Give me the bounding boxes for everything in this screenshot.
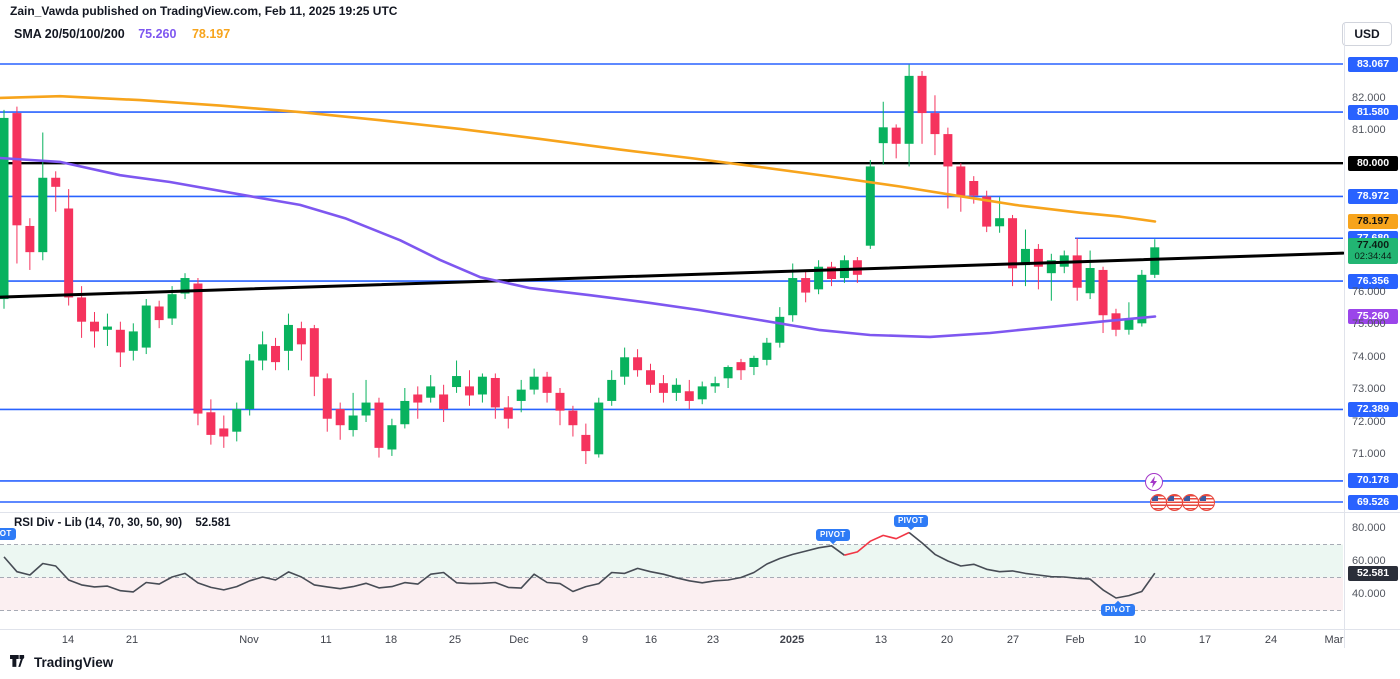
- pivot-marker-label: PIVOT: [1101, 600, 1135, 616]
- price-axis-label: 52.581: [1348, 565, 1398, 581]
- time-axis-label: 13: [874, 634, 888, 646]
- rsi-indicator-title: RSI Div - Lib (14, 70, 30, 50, 90): [14, 517, 183, 529]
- pivot-marker-label-partial: PIVOT: [0, 528, 16, 540]
- price-axis-label: 72.389: [1348, 401, 1398, 417]
- price-axis-label: 69.526: [1348, 494, 1398, 510]
- time-axis-label: 23: [706, 634, 720, 646]
- price-axis-label: 75.260: [1348, 309, 1398, 324]
- us-flag-icon[interactable]: [1149, 493, 1167, 511]
- us-flag-icon[interactable]: [1165, 493, 1183, 511]
- sma-200-value: 78.197: [191, 27, 231, 41]
- tradingview-logo[interactable]: TradingView: [10, 655, 113, 670]
- price-axis-label: 73.000: [1352, 383, 1386, 396]
- pivot-marker-label: PIVOT: [816, 528, 850, 545]
- time-axis-label: 27: [1006, 634, 1020, 646]
- time-axis-label: Dec: [509, 634, 529, 646]
- price-axis-label: 40.000: [1352, 587, 1386, 600]
- time-axis-label: 11: [320, 634, 332, 646]
- sma-legend-label: SMA 20/50/100/200: [14, 27, 125, 41]
- us-flag-icon[interactable]: [1181, 493, 1199, 511]
- time-axis-label: 18: [384, 634, 398, 646]
- price-axis-label: 72.000: [1352, 415, 1386, 428]
- time-axis-label: Feb: [1065, 634, 1085, 646]
- price-axis-label: 76.356: [1348, 273, 1398, 289]
- sma-100-value: 75.260: [138, 27, 177, 41]
- lightning-icon[interactable]: [1145, 473, 1163, 491]
- publish-byline: Zain_Vawda published on TradingView.com,…: [10, 4, 398, 18]
- rsi-indicator-legend[interactable]: RSI Div - Lib (14, 70, 30, 50, 90) 52.58…: [14, 517, 231, 529]
- pivot-marker-label: PIVOT: [894, 515, 928, 531]
- price-axis-label: 71.000: [1352, 447, 1386, 460]
- price-axis-label: 78.197: [1348, 214, 1398, 229]
- rsi-current-value: 52.581: [195, 517, 231, 529]
- time-axis-label: 14: [61, 634, 75, 646]
- price-axis-label: 78.972: [1348, 189, 1398, 204]
- time-axis-label: Nov: [239, 634, 259, 646]
- tradingview-logo-text: TradingView: [34, 655, 114, 670]
- time-axis-label: 2025: [779, 634, 805, 646]
- time-axis-label: 24: [1264, 634, 1278, 646]
- time-axis-label: 10: [1133, 634, 1147, 646]
- us-flag-icon[interactable]: [1197, 493, 1215, 511]
- price-axis-separator: [1344, 22, 1345, 648]
- price-axis-label: 77.400 02:34:44: [1348, 238, 1398, 265]
- price-axis-label: 81.580: [1348, 104, 1398, 120]
- sma-legend[interactable]: SMA 20/50/100/200 75.260 78.197: [14, 27, 230, 41]
- tradingview-logo-icon: [10, 655, 25, 667]
- price-axis-label: 60.000: [1352, 554, 1386, 567]
- time-axis-label: 20: [940, 634, 954, 646]
- time-axis-label: 9: [581, 634, 589, 646]
- price-axis-label: 80.000: [1352, 521, 1386, 534]
- price-axis-label: 81.000: [1352, 124, 1386, 137]
- price-axis-label: 75.000: [1352, 318, 1386, 331]
- time-axis-label: 21: [125, 634, 139, 646]
- price-axis-label: 80.000: [1348, 155, 1398, 171]
- time-axis-label: 17: [1198, 634, 1212, 646]
- price-axis-label: 83.067: [1348, 56, 1398, 72]
- time-axis-separator: [0, 629, 1400, 630]
- time-axis-label: 16: [644, 634, 658, 646]
- price-axis-label: 74.000: [1352, 350, 1386, 363]
- price-axis-label: 70.178: [1348, 473, 1398, 489]
- time-axis-label: 25: [448, 634, 462, 646]
- time-axis-label: Mar: [1324, 634, 1344, 646]
- pane-separator[interactable]: [0, 512, 1400, 513]
- price-axis-label: 76.000: [1352, 286, 1386, 299]
- price-axis-label: 82.000: [1352, 92, 1386, 104]
- currency-toggle-button[interactable]: USD: [1342, 22, 1392, 46]
